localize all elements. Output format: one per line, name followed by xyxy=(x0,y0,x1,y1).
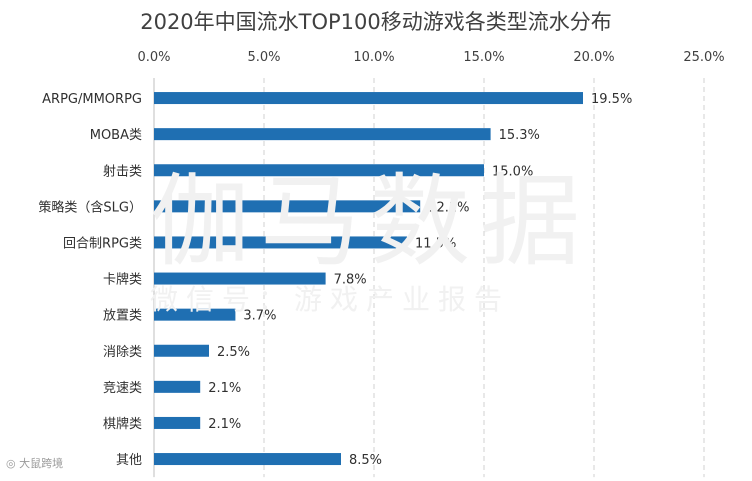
bar xyxy=(154,453,341,466)
bar xyxy=(154,128,491,141)
bar xyxy=(154,344,209,357)
x-tick-label: 10.0% xyxy=(353,50,394,65)
watermark-sub: 微信号：游戏产业报告 xyxy=(150,283,511,316)
category-label: 棋牌类 xyxy=(103,416,142,432)
bar xyxy=(154,200,421,213)
bar xyxy=(154,380,201,393)
bar xyxy=(154,416,201,429)
x-tick-label: 0.0% xyxy=(137,50,170,65)
category-label: 放置类 xyxy=(103,309,142,324)
category-label: 射击类 xyxy=(103,163,142,179)
bar xyxy=(154,164,484,177)
data-label: 3.7% xyxy=(243,309,276,324)
data-label: 7.8% xyxy=(334,273,367,288)
x-tick-label: 25.0% xyxy=(683,50,724,65)
chart-title: 2020年中国流水TOP100移动游戏各类型流水分布 xyxy=(140,10,612,34)
category-label: MOBA类 xyxy=(90,128,142,143)
category-label: ARPG/MMORPG xyxy=(42,92,142,107)
x-tick-label: 5.0% xyxy=(247,50,280,65)
bar xyxy=(154,236,407,249)
data-label: 11.5% xyxy=(415,236,456,251)
footer-logo-text: 大鼠跨境 xyxy=(19,457,64,470)
logo-icon: ◎ xyxy=(6,457,16,470)
data-label: 19.5% xyxy=(591,92,632,107)
category-label: 竞速类 xyxy=(103,380,142,396)
bar xyxy=(154,308,236,321)
x-tick-label: 20.0% xyxy=(573,50,614,65)
watermark-main: 伽马数据 xyxy=(150,163,590,280)
category-label: 消除类 xyxy=(103,345,142,360)
data-label: 2.5% xyxy=(217,345,250,360)
footer-logo: ◎ 大鼠跨境 xyxy=(6,455,63,471)
data-label: 2.1% xyxy=(208,381,241,396)
data-label: 8.5% xyxy=(349,453,382,468)
data-label: 15.3% xyxy=(499,128,540,143)
category-label: 回合制RPG类 xyxy=(63,236,142,251)
x-tick-label: 15.0% xyxy=(463,50,504,65)
data-label: 2.1% xyxy=(208,417,241,432)
category-label: 其他 xyxy=(116,453,142,468)
bar xyxy=(154,92,583,105)
category-label: 策略类（含SLG） xyxy=(38,199,142,215)
category-label: 卡牌类 xyxy=(103,272,142,288)
data-label: 12.1% xyxy=(428,200,469,215)
data-label: 15.0% xyxy=(492,164,533,179)
bar xyxy=(154,272,326,285)
